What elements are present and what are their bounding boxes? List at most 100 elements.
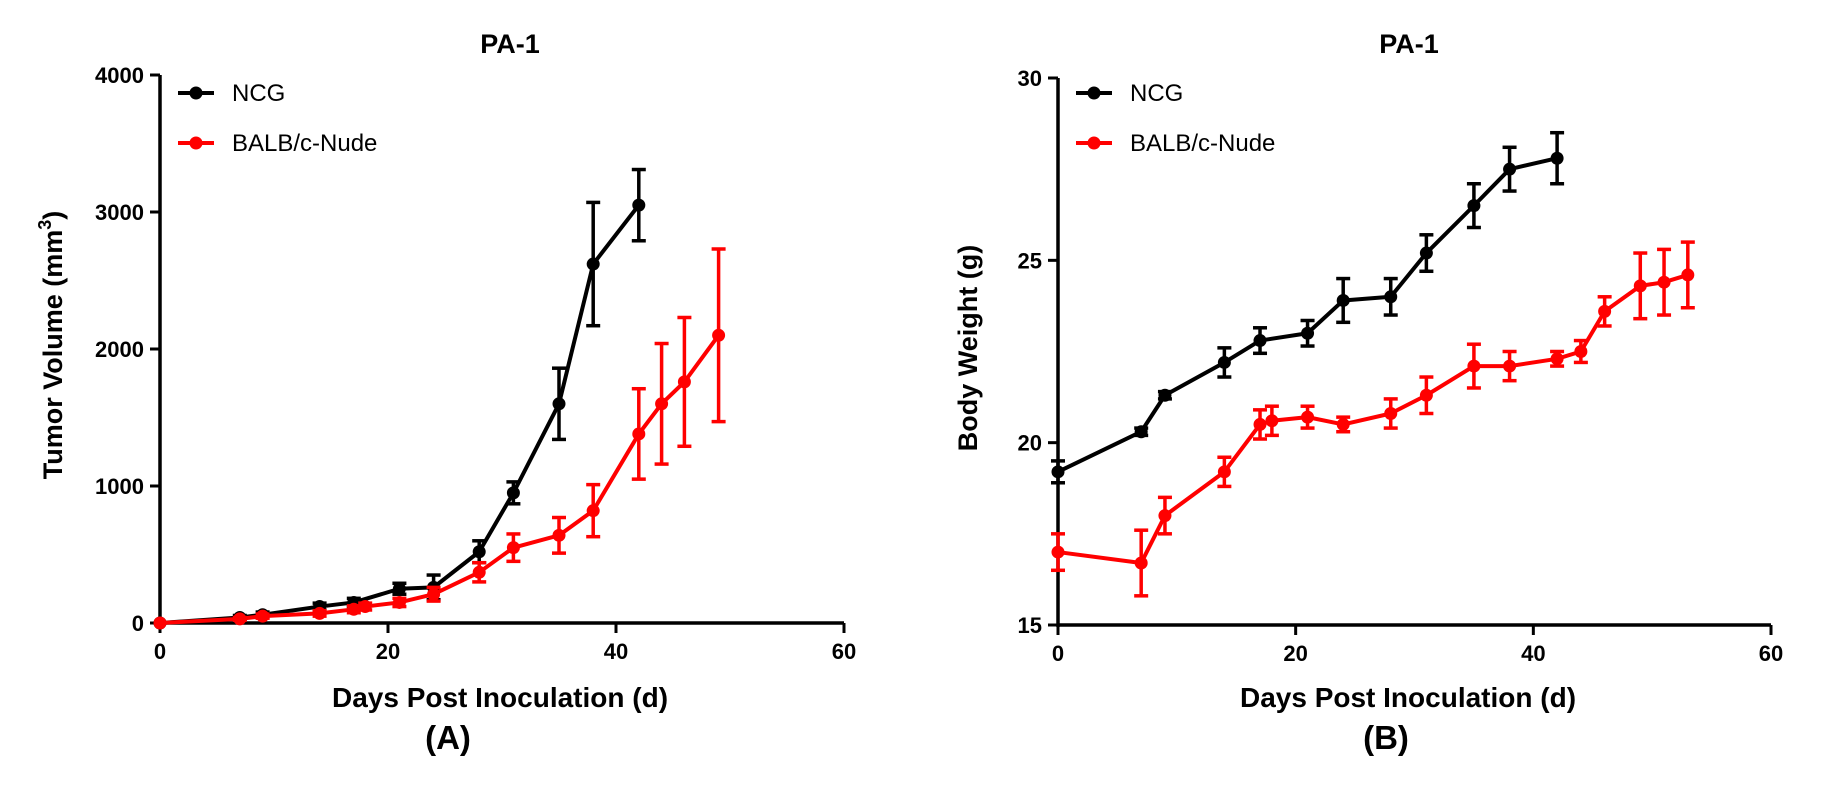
chart-b-data-point — [1336, 293, 1350, 307]
chart-b-data-point — [1051, 545, 1065, 559]
chart-b-legend-entry-balb-c-nude: BALB/c-Nude — [1076, 130, 1275, 157]
chart-b-x-axis-label: Days Post Inoculation (d) — [1240, 682, 1576, 713]
chart-a-data-point — [632, 427, 646, 441]
chart-a-x-axis-label: Days Post Inoculation (d) — [332, 682, 668, 713]
chart-a-data-point — [586, 257, 600, 271]
chart-a-data-point — [313, 606, 327, 620]
chart-a-title: PA-1 — [480, 29, 540, 59]
chart-a-data-point — [347, 602, 361, 616]
chart-b-data-point — [1550, 151, 1564, 165]
chart-a-axes: 0 20 40 60 0 1000 2000 3000 4000 — [95, 63, 856, 664]
chart-a-data-point — [586, 504, 600, 518]
chart-b-data-point — [1253, 417, 1267, 431]
chart-b-data-point — [1336, 417, 1350, 431]
chart-a-ylabel-close: ) — [38, 211, 68, 220]
chart-b-y-axis-label: Body Weight (g) — [953, 245, 983, 451]
chart-a-data-point — [358, 600, 372, 614]
chart-b-data-point — [1265, 414, 1279, 428]
chart-a-y-tick-label: 1000 — [95, 474, 144, 499]
chart-b-series — [1051, 130, 1695, 598]
chart-b-data-point — [1253, 334, 1267, 348]
chart-b-data-point — [1301, 410, 1315, 424]
chart-a-x-tick-label: 40 — [604, 639, 628, 664]
chart-b-x-tick-label: 60 — [1759, 641, 1783, 666]
chart-b-legend-label: BALB/c-Nude — [1130, 130, 1275, 157]
chart-a-x-tick-label: 60 — [832, 639, 856, 664]
chart-b-x-tick-label: 0 — [1052, 641, 1064, 666]
chart-a-data-point — [506, 541, 520, 555]
panel-b: PA-1 Body Weight (g) Days Post Inoculati… — [953, 29, 1783, 756]
chart-a-y-tick-label: 4000 — [95, 63, 144, 88]
chart-b-data-point — [1467, 359, 1481, 373]
chart-a-y-tick-label: 0 — [132, 611, 144, 636]
chart-b-data-point — [1134, 425, 1148, 439]
chart-b-data-point — [1681, 268, 1695, 282]
chart-a-y-tick-label: 2000 — [95, 337, 144, 362]
chart-b-y-tick-label: 20 — [1018, 431, 1042, 456]
chart-a-legend-label: BALB/c-Nude — [232, 130, 377, 157]
chart-a-legend-entry-balb-c-nude: BALB/c-Nude — [178, 130, 377, 157]
chart-b-y-tick-label: 15 — [1018, 613, 1042, 638]
chart-b-legend: NCG BALB/c-Nude — [1076, 80, 1275, 157]
chart-a-series-line-ncg — [159, 203, 641, 625]
chart-b-panel-label: (B) — [1363, 719, 1409, 756]
chart-a-data-point — [392, 582, 406, 596]
chart-a-data-point — [677, 375, 691, 389]
chart-b-data-point — [1051, 465, 1065, 479]
chart-b-series-balb-c-nude — [1051, 240, 1695, 598]
chart-a-data-point — [506, 486, 520, 500]
chart-a-legend-label: NCG — [232, 80, 285, 107]
chart-b-data-point — [1503, 359, 1517, 373]
chart-a-data-point — [632, 198, 646, 212]
chart-a-series-line-balb-c-nude — [159, 334, 721, 625]
chart-b-data-point — [1419, 388, 1433, 402]
chart-a-data-point — [552, 528, 566, 542]
chart-b-data-point — [1467, 199, 1481, 213]
chart-b-series-line-ncg — [1057, 156, 1558, 474]
chart-b-data-point — [1657, 275, 1671, 289]
chart-a-x-tick-label: 0 — [154, 639, 166, 664]
chart-a-data-point — [655, 397, 669, 411]
chart-b-data-point — [1550, 352, 1564, 366]
chart-a-series-ncg — [153, 167, 646, 630]
chart-a-y-axis-label: Tumor Volume (mm3) — [35, 211, 68, 480]
chart-a-y-tick-label: 3000 — [95, 200, 144, 225]
chart-a-series-balb-c-nude — [153, 247, 726, 630]
chart-b-series-ncg — [1051, 130, 1565, 485]
chart-a-series — [153, 167, 726, 630]
chart-b-data-point — [1217, 355, 1231, 369]
chart-a-panel-label: (A) — [425, 719, 471, 756]
chart-b-title: PA-1 — [1379, 29, 1439, 59]
chart-b-y-tick-label: 25 — [1018, 248, 1042, 273]
chart-a-x-tick-label: 20 — [376, 639, 400, 664]
chart-a-data-point — [233, 612, 247, 626]
chart-a-data-point — [153, 616, 167, 630]
chart-b-legend-swatch-marker — [1087, 136, 1101, 150]
chart-a-ylabel-superscript: 3 — [35, 220, 55, 230]
chart-b-data-point — [1574, 345, 1588, 358]
chart-b-data-point — [1384, 406, 1398, 420]
chart-a-data-point — [552, 397, 566, 411]
chart-b-data-point — [1217, 465, 1231, 479]
chart-a-data-point — [427, 587, 441, 601]
chart-a-data-point — [472, 565, 486, 579]
chart-b-data-point — [1158, 388, 1172, 402]
chart-b-y-tick-label: 30 — [1018, 66, 1042, 91]
chart-b-data-point — [1503, 162, 1517, 176]
chart-a-legend-swatch-marker — [189, 136, 203, 150]
chart-b-data-point — [1384, 290, 1398, 304]
chart-a-ylabel-text: Tumor Volume (mm — [38, 230, 68, 480]
chart-a-data-point — [256, 609, 270, 623]
chart-b-data-point — [1158, 509, 1172, 523]
chart-a-data-point — [392, 595, 406, 609]
chart-a-data-point — [472, 545, 486, 559]
chart-b-data-point — [1598, 304, 1612, 318]
chart-b-data-point — [1134, 556, 1148, 570]
chart-a-data-point — [712, 328, 726, 342]
chart-b-legend-swatch-marker — [1087, 86, 1101, 100]
chart-a-legend: NCG BALB/c-Nude — [178, 80, 377, 157]
chart-b-series-line-balb-c-nude — [1057, 273, 1689, 566]
chart-a-legend-entry-ncg: NCG — [178, 80, 285, 107]
